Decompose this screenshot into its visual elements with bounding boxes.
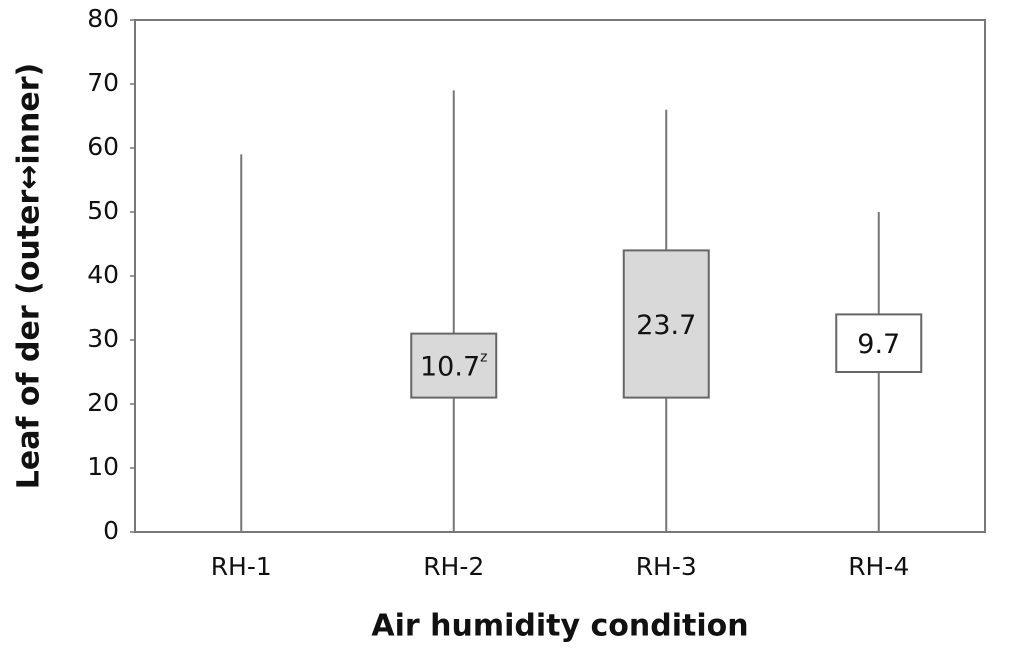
box: [622, 249, 710, 399]
x-tick-label: RH-3: [636, 552, 697, 581]
x-axis-title: Air humidity condition: [371, 609, 748, 644]
box-label: 9.7: [857, 329, 900, 360]
box-label-superscript: z: [480, 350, 487, 366]
box-label-value: 23.7: [636, 310, 696, 341]
y-tick-label: 60: [87, 132, 119, 161]
y-axis-title: Leaf of der (outer↔inner): [12, 63, 47, 490]
y-tick-label: 50: [87, 196, 119, 225]
plot-frame: [134, 19, 986, 533]
y-tick-label: 10: [87, 452, 119, 481]
x-tick-label: RH-4: [848, 552, 909, 581]
box-label: 23.7: [636, 310, 696, 341]
x-tick-label: RH-1: [211, 552, 272, 581]
y-tick-label: 70: [87, 68, 119, 97]
y-tick-label: 40: [87, 260, 119, 289]
y-tick-label: 30: [87, 324, 119, 353]
y-tick-label: 20: [87, 388, 119, 417]
y-tick-label: 0: [103, 516, 119, 545]
x-tick-label: RH-2: [423, 552, 484, 581]
box-label-value: 9.7: [857, 329, 900, 360]
box-label-value: 10.7: [420, 351, 480, 382]
box-label: 10.7z: [420, 350, 487, 383]
y-tick-label: 80: [87, 4, 119, 33]
box: [410, 332, 498, 399]
box: [835, 313, 923, 373]
